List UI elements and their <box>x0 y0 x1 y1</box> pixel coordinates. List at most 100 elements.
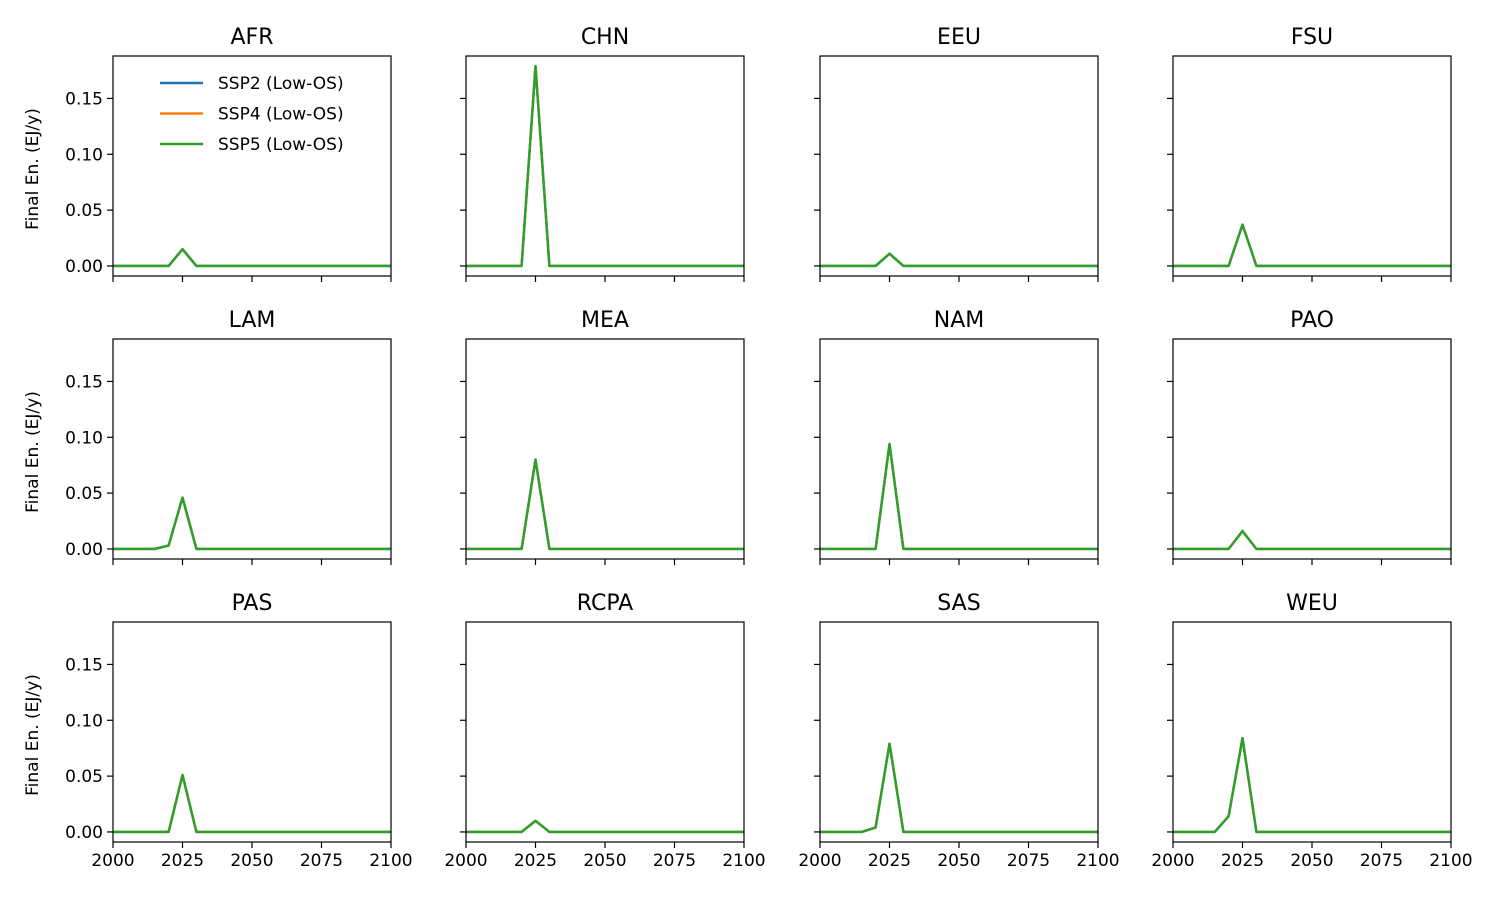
series-line-ssp4 <box>820 442 1098 551</box>
y-axis-label: Final En. (EJ/y) <box>23 108 43 230</box>
y-tick-label: 0.05 <box>65 484 103 504</box>
panel-eeu: EEU <box>814 25 1099 282</box>
y-tick-label: 0.10 <box>65 711 103 731</box>
x-tick-label: 2000 <box>1151 851 1194 871</box>
series-line-ssp5 <box>820 442 1098 551</box>
series-line-ssp2 <box>1173 736 1451 834</box>
panel-afr: AFR 0.00 0.05 0.10 0.15 Final En. (EJ/y) SSP2 … <box>23 25 392 282</box>
series-line-ssp4 <box>466 458 744 551</box>
plot-frame <box>112 55 392 277</box>
x-tick-label: 2000 <box>444 851 487 871</box>
panel-title: PAO <box>1290 308 1334 333</box>
x-tick-label: 2025 <box>514 851 557 871</box>
series-line-ssp5 <box>1173 529 1451 551</box>
x-tick-label: 2075 <box>653 851 696 871</box>
y-tick-label: 0.00 <box>65 540 103 560</box>
legend-label: SSP2 (Low-OS) <box>218 74 344 94</box>
series-line-ssp4 <box>1173 736 1451 834</box>
series-line-ssp2 <box>820 252 1098 268</box>
series-line-ssp2 <box>1173 223 1451 268</box>
plot-frame <box>1172 55 1452 277</box>
x-tick-label: 2050 <box>230 851 273 871</box>
panel-title: AFR <box>231 25 274 50</box>
series-line-ssp4 <box>1173 223 1451 268</box>
series-line-ssp5 <box>820 252 1098 268</box>
y-tick-label: 0.10 <box>65 428 103 448</box>
series-line-ssp4 <box>113 247 391 268</box>
y-tick-label: 0.05 <box>65 767 103 787</box>
series-line-ssp5 <box>466 64 744 268</box>
x-tick-label: 2075 <box>1007 851 1050 871</box>
series-line-ssp2 <box>113 773 391 834</box>
panel-chn: CHN <box>460 25 745 282</box>
series-line-ssp4 <box>113 773 391 834</box>
panel-title: EEU <box>937 25 981 50</box>
panel-title: FSU <box>1291 25 1333 50</box>
y-tick-label: 0.15 <box>65 372 103 392</box>
series-line-ssp5 <box>820 742 1098 834</box>
x-tick-label: 2025 <box>161 851 204 871</box>
panel-nam: NAM <box>814 308 1099 565</box>
x-tick-label: 2025 <box>868 851 911 871</box>
y-axis-label: Final En. (EJ/y) <box>23 391 43 513</box>
series-line-ssp2 <box>466 64 744 268</box>
y-tick-label: 0.15 <box>65 655 103 675</box>
x-tick-label: 2100 <box>1429 851 1472 871</box>
panel-weu: WEU 2000 2025 2050 2075 2100 <box>1151 591 1472 871</box>
plot-frame <box>819 338 1099 560</box>
series-line-ssp4 <box>820 742 1098 834</box>
plot-frame <box>465 55 745 277</box>
plot-frame <box>112 338 392 560</box>
panel-pao: PAO <box>1167 308 1452 565</box>
panel-sas: SAS 2000 2025 2050 2075 2100 <box>798 591 1119 871</box>
legend-label: SSP4 (Low-OS) <box>218 105 344 125</box>
x-tick-label: 2100 <box>369 851 412 871</box>
x-tick-label: 2050 <box>583 851 626 871</box>
panel-title: MEA <box>581 308 629 333</box>
series-line-ssp2 <box>1173 529 1451 551</box>
y-tick-label: 0.05 <box>65 201 103 221</box>
series-line-ssp4 <box>820 252 1098 268</box>
series-line-ssp5 <box>113 247 391 268</box>
series-line-ssp5 <box>113 496 391 551</box>
series-line-ssp2 <box>113 247 391 268</box>
legend-label: SSP5 (Low-OS) <box>218 135 344 155</box>
plot-frame <box>1172 338 1452 560</box>
plot-frame <box>465 338 745 560</box>
series-line-ssp4 <box>466 64 744 268</box>
panel-pas: PAS 2000 2025 2050 2075 2100 0.00 0.05 0.10 0.15 F… <box>23 591 413 871</box>
x-tick-label: 2050 <box>1290 851 1333 871</box>
panel-title: RCPA <box>577 591 633 616</box>
series-line-ssp5 <box>1173 223 1451 268</box>
y-tick-label: 0.00 <box>65 257 103 277</box>
series-line-ssp2 <box>820 442 1098 551</box>
x-tick-label: 2100 <box>722 851 765 871</box>
plot-frame <box>819 55 1099 277</box>
panel-title: SAS <box>937 591 980 616</box>
x-tick-label: 2100 <box>1076 851 1119 871</box>
panel-title: LAM <box>229 308 276 333</box>
x-tick-label: 2075 <box>300 851 343 871</box>
series-line-ssp4 <box>466 819 744 834</box>
panel-mea: MEA <box>460 308 745 565</box>
plot-frame <box>112 621 392 843</box>
panel-lam: LAM 0.00 0.05 0.10 0.15 Final En. (EJ/y) <box>23 308 392 565</box>
x-tick-label: 2050 <box>937 851 980 871</box>
panel-title: WEU <box>1286 591 1338 616</box>
y-axis-label: Final En. (EJ/y) <box>23 674 43 796</box>
y-tick-label: 0.10 <box>65 145 103 165</box>
x-tick-label: 2000 <box>91 851 134 871</box>
series-line-ssp2 <box>466 458 744 551</box>
panel-fsu: FSU <box>1167 25 1452 282</box>
legend: SSP2 (Low-OS) SSP4 (Low-OS) SSP5 (Low-OS) <box>160 74 344 155</box>
series-line-ssp5 <box>1173 736 1451 834</box>
panel-title: CHN <box>581 25 629 50</box>
x-tick-label: 2025 <box>1221 851 1264 871</box>
series-line-ssp4 <box>1173 529 1451 551</box>
plot-frame <box>819 621 1099 843</box>
panel-rcpa: RCPA 2000 2025 2050 2075 2100 <box>444 591 765 871</box>
x-tick-label: 2075 <box>1360 851 1403 871</box>
series-line-ssp5 <box>113 773 391 834</box>
panel-title: PAS <box>232 591 273 616</box>
